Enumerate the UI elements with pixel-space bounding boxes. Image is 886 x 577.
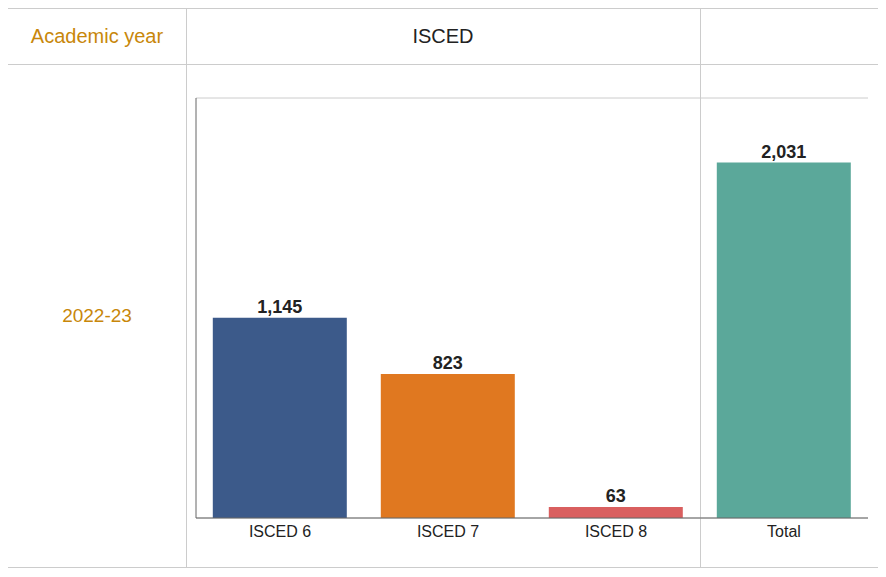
svg-text:1,145: 1,145 — [257, 297, 302, 317]
html-text:ISCED: ISCED — [412, 24, 474, 47]
svg-text:823: 823 — [433, 353, 463, 373]
svg-text:ISCED 8: ISCED 8 — [585, 523, 647, 540]
html-text:Academic year: Academic year — [30, 24, 164, 47]
html-text:2022-23: 2022-23 — [62, 305, 132, 326]
svg-text:2,031: 2,031 — [761, 142, 806, 162]
svg-text:Total: Total — [767, 523, 801, 540]
svg-text:63: 63 — [606, 486, 626, 506]
svg-text:ISCED 6: ISCED 6 — [249, 523, 311, 540]
svg-text:ISCED 7: ISCED 7 — [417, 523, 479, 540]
